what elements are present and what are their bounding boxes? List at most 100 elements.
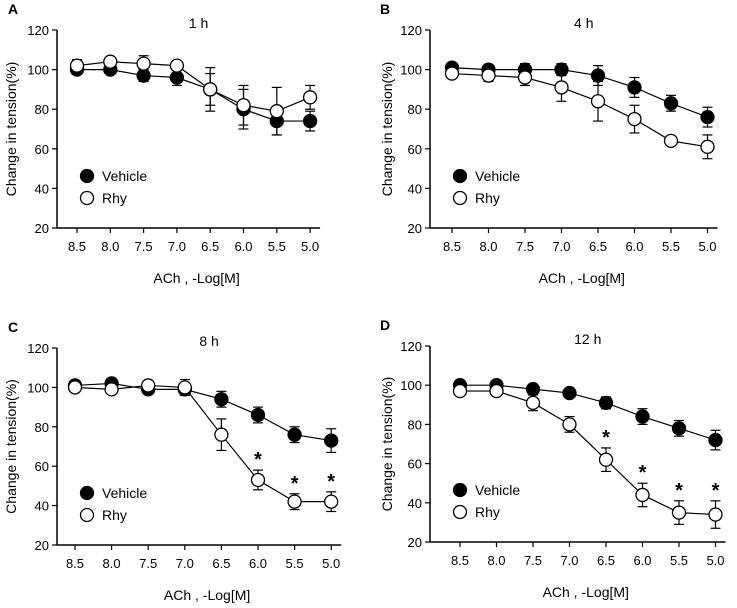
x-tick-label: 8.5 bbox=[66, 556, 84, 571]
y-tick-label: 60 bbox=[35, 459, 49, 474]
data-point bbox=[269, 104, 284, 119]
x-tick-label: 5.5 bbox=[662, 239, 680, 254]
y-tick-label: 80 bbox=[35, 420, 49, 435]
x-tick-label: 7.0 bbox=[560, 553, 578, 568]
y-tick-label: 20 bbox=[35, 538, 49, 553]
data-point bbox=[452, 383, 468, 399]
y-tick-label: 100 bbox=[27, 380, 49, 395]
data-point bbox=[236, 98, 251, 113]
y-tick-label: 40 bbox=[408, 181, 422, 196]
y-tick-label: 80 bbox=[408, 102, 422, 117]
significance-marker: * bbox=[291, 473, 299, 495]
x-tick-label: 6.0 bbox=[625, 239, 643, 254]
panel-title: 12 h bbox=[574, 331, 601, 347]
x-tick-label: 6.5 bbox=[589, 239, 607, 254]
y-tick-label: 20 bbox=[408, 535, 422, 550]
panel-title: 8 h bbox=[199, 333, 218, 349]
data-point bbox=[562, 417, 577, 432]
y-tick-label: 120 bbox=[27, 23, 49, 38]
data-point bbox=[203, 82, 218, 97]
x-tick-label: 5.0 bbox=[706, 553, 724, 568]
data-point bbox=[590, 94, 606, 109]
data-point bbox=[177, 380, 192, 395]
data-point bbox=[169, 58, 185, 73]
x-tick-label: 5.5 bbox=[670, 553, 688, 568]
x-tick-label: 7.0 bbox=[176, 556, 194, 571]
data-point bbox=[250, 407, 266, 423]
data-point bbox=[302, 90, 318, 105]
significance-marker: * bbox=[639, 462, 647, 484]
x-tick-label: 7.5 bbox=[139, 556, 157, 571]
legend-label: Rhy bbox=[475, 504, 500, 520]
x-tick-label: 6.5 bbox=[201, 239, 219, 254]
significance-marker: * bbox=[327, 471, 335, 493]
data-point bbox=[104, 382, 119, 397]
x-tick-label: 8.0 bbox=[479, 239, 497, 254]
panel-title: 4 h bbox=[574, 15, 593, 31]
y-axis-label: Change in tension(%) bbox=[3, 62, 19, 197]
series-rhy bbox=[67, 378, 339, 513]
data-point bbox=[700, 139, 715, 154]
data-point bbox=[250, 472, 266, 488]
y-tick-label: 60 bbox=[35, 142, 49, 157]
data-point bbox=[525, 381, 541, 397]
data-point bbox=[671, 505, 687, 520]
x-tick-label: 8.5 bbox=[451, 553, 469, 568]
legend-label: Vehicle bbox=[102, 168, 147, 184]
legend-label: Rhy bbox=[475, 190, 500, 206]
legend-marker bbox=[79, 485, 95, 501]
x-tick-label: 6.5 bbox=[212, 556, 230, 571]
x-tick-label: 7.0 bbox=[168, 239, 186, 254]
data-point bbox=[708, 507, 723, 522]
data-point bbox=[562, 385, 577, 401]
data-point bbox=[627, 111, 642, 127]
data-point bbox=[444, 66, 460, 81]
significance-marker: * bbox=[602, 427, 610, 449]
x-tick-label: 8.5 bbox=[68, 239, 86, 254]
x-tick-label: 8.0 bbox=[487, 553, 505, 568]
data-point bbox=[136, 56, 151, 71]
x-tick-label: 8.5 bbox=[443, 239, 461, 254]
panel-c: C 8 h 20 40 60 80 100 120 8.5 8.0 7.5 7.0 6.5 6.0 5.5 5… bbox=[3, 319, 342, 603]
legend-label: Vehicle bbox=[102, 485, 147, 501]
data-point bbox=[287, 427, 302, 442]
data-point bbox=[214, 392, 229, 407]
panel-a: A 1 h 20 40 60 80 100 120 8.5 8.0 7.5 7.0 6.5 6.0 5.5 5… bbox=[3, 1, 321, 286]
y-tick-label: 80 bbox=[35, 102, 49, 117]
x-tick-label: 8.0 bbox=[103, 556, 121, 571]
data-point bbox=[481, 68, 496, 83]
y-tick-label: 60 bbox=[408, 142, 422, 157]
x-tick-label: 5.5 bbox=[286, 556, 304, 571]
data-point bbox=[700, 109, 715, 125]
data-point bbox=[302, 113, 318, 129]
data-point bbox=[324, 494, 339, 509]
data-point bbox=[525, 395, 541, 410]
x-tick-label: 7.5 bbox=[516, 239, 534, 254]
x-tick-label: 5.0 bbox=[322, 556, 340, 571]
x-tick-label: 6.0 bbox=[633, 553, 651, 568]
data-point bbox=[663, 96, 679, 111]
data-point bbox=[598, 452, 614, 467]
data-point bbox=[141, 378, 156, 393]
y-tick-label: 40 bbox=[408, 496, 422, 511]
y-tick-label: 100 bbox=[400, 378, 422, 393]
y-tick-label: 120 bbox=[400, 339, 422, 354]
x-tick-label: 5.0 bbox=[698, 239, 716, 254]
data-point bbox=[69, 58, 85, 73]
data-point bbox=[517, 70, 533, 85]
panel-letter: D bbox=[380, 317, 390, 333]
x-axis-label: ACh , -Log[M] bbox=[543, 584, 629, 600]
legend-marker bbox=[79, 507, 95, 523]
significance-marker: * bbox=[712, 480, 720, 502]
series-rhy bbox=[69, 54, 318, 136]
series-vehicle bbox=[69, 62, 318, 136]
data-point bbox=[635, 487, 650, 503]
data-point bbox=[554, 80, 569, 95]
panel-title: 1 h bbox=[189, 15, 208, 31]
legend-label: Vehicle bbox=[475, 482, 520, 498]
series-rhy bbox=[452, 383, 723, 529]
x-axis-label: ACh , -Log[M] bbox=[164, 587, 250, 603]
y-axis-label: Change in tension(%) bbox=[3, 379, 19, 514]
data-point bbox=[489, 383, 504, 399]
